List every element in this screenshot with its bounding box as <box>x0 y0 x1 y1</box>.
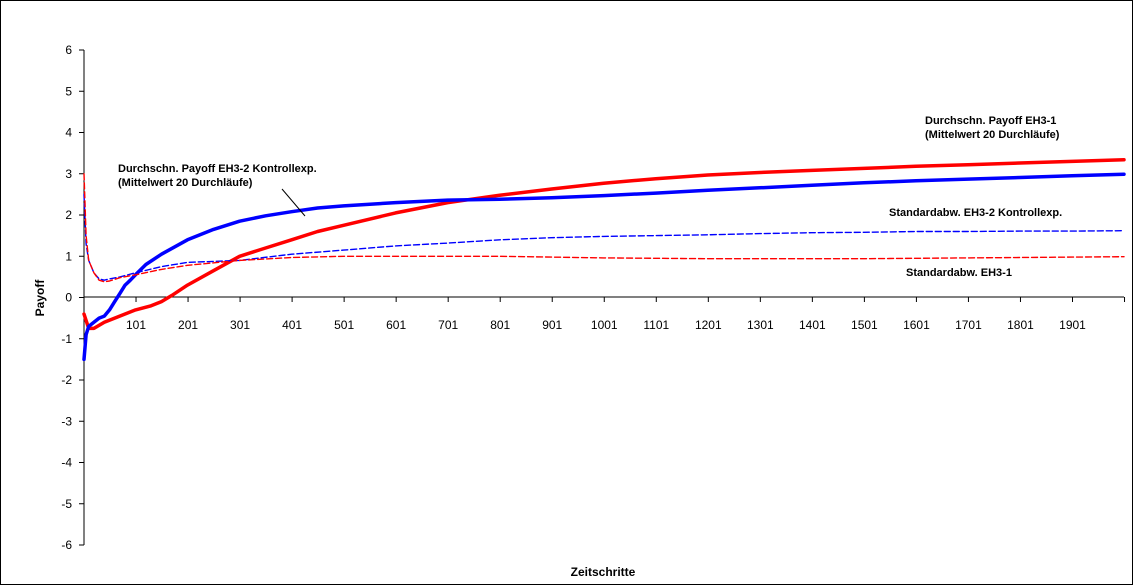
x-tick-label: 1401 <box>799 318 826 332</box>
y-tick-label: -1 <box>61 332 72 346</box>
y-tick-label: -3 <box>61 414 72 428</box>
y-tick-label: -2 <box>61 373 72 387</box>
y-tick-label: 1 <box>65 249 72 263</box>
annotation-std-eh3-1: Standardabw. EH3-1 <box>906 267 1012 279</box>
x-tick-label: 701 <box>438 318 458 332</box>
y-tick-label: 2 <box>65 208 72 222</box>
annotation-mean-eh3-2-line1: Durchschn. Payoff EH3-2 Kontrollexp. <box>118 163 317 175</box>
x-tick-label: 401 <box>282 318 302 332</box>
x-tick-label: 301 <box>230 318 250 332</box>
annotation-std-eh3-2: Standardabw. EH3-2 Kontrollexp. <box>889 207 1062 219</box>
axes: -6 -5 -4 -3 -2 -1 0 1 2 3 4 5 6 101 201 301 401 501 601 701… <box>61 43 1126 552</box>
y-tick-label: -6 <box>61 538 72 552</box>
x-tick-label: 1001 <box>591 318 618 332</box>
x-tick-label: 1501 <box>851 318 878 332</box>
x-tick-label: 1601 <box>903 318 930 332</box>
series-line-std_eh3_2 <box>83 193 1125 281</box>
x-tick-label: 201 <box>178 318 198 332</box>
y-tick-label: 3 <box>65 167 72 181</box>
x-tick-label: 1801 <box>1007 318 1034 332</box>
x-tick-label: 1201 <box>695 318 722 332</box>
x-tick-label: 1901 <box>1059 318 1086 332</box>
x-tick-label: 901 <box>542 318 562 332</box>
y-tick-label: -4 <box>61 456 72 470</box>
x-tick-label: 801 <box>490 318 510 332</box>
annotation-mean-eh3-2-line2: (Mittelwert 20 Durchläufe) <box>118 177 253 189</box>
series-line-mean_eh3_1 <box>82 157 1126 331</box>
x-tick-label: 1701 <box>955 318 982 332</box>
x-tick-label: 101 <box>126 318 146 332</box>
x-tick-label: 1101 <box>643 318 669 332</box>
y-tick-label: 0 <box>65 291 72 305</box>
annotation-mean-eh3-1-line2: (Mittelwert 20 Durchläufe) <box>925 129 1060 141</box>
series-line-std_eh3_1 <box>83 173 1125 283</box>
x-tick-label: 501 <box>334 318 354 332</box>
x-tick-label: 601 <box>386 318 406 332</box>
y-tick-label: -5 <box>61 497 72 511</box>
series-line-mean_eh3_2 <box>82 172 1126 362</box>
y-axis-title: Payoff <box>33 279 47 317</box>
annotation-mean-eh3-1-line1: Durchschn. Payoff EH3-1 <box>925 115 1056 127</box>
y-tick-label: 5 <box>65 84 72 98</box>
x-tick-label: 1301 <box>747 318 774 332</box>
y-tick-label: 6 <box>65 43 72 57</box>
y-tick-label: 4 <box>65 126 72 140</box>
series-lines <box>82 157 1126 362</box>
annotation-pointer-line <box>281 188 306 217</box>
x-axis-title: Zeitschritte <box>571 565 636 579</box>
